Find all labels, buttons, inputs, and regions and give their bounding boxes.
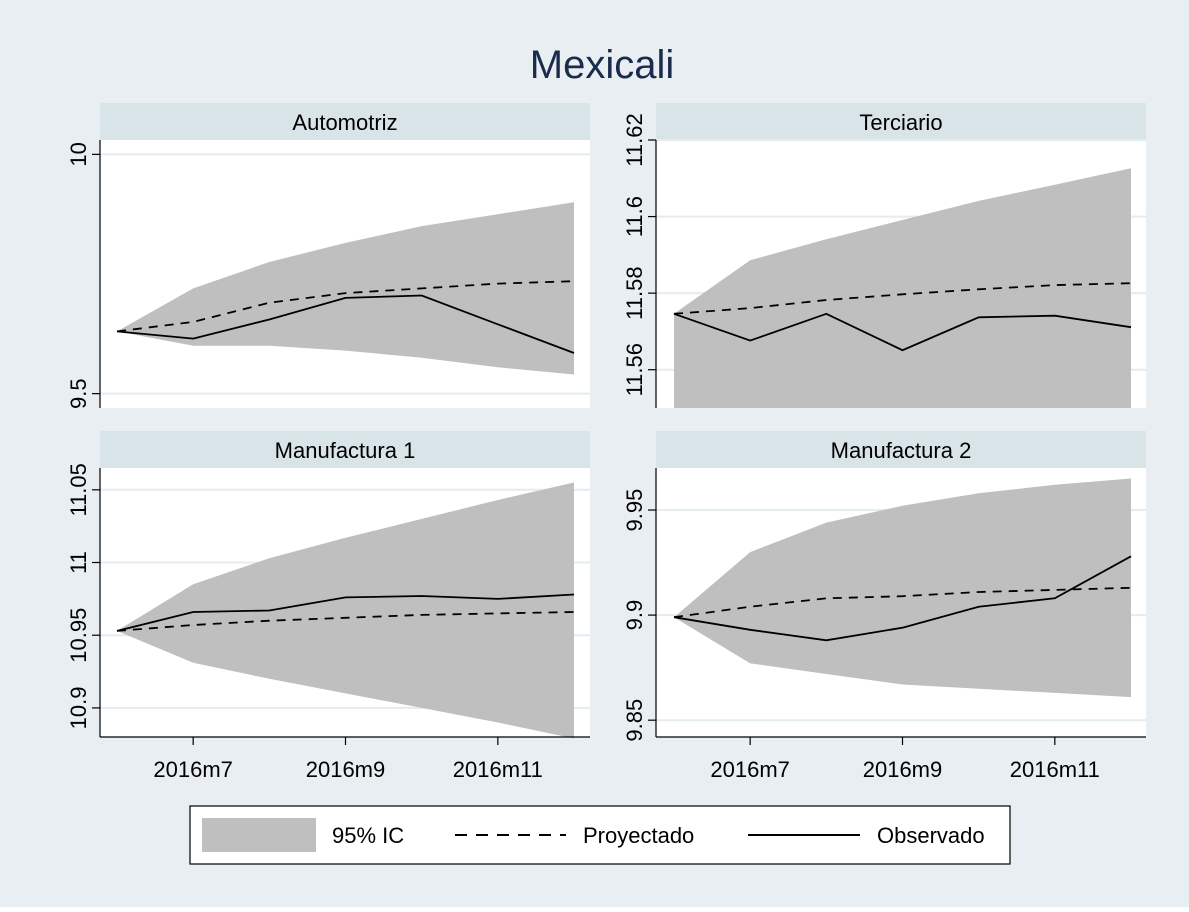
legend-ci-label: 95% IC	[332, 823, 404, 848]
y-tick-label: 11.6	[622, 196, 647, 237]
observed-line	[116, 294, 575, 354]
projected-line	[673, 282, 1132, 315]
panel-strip	[100, 431, 590, 468]
legend-projected-label: Proyectado	[583, 823, 694, 848]
projected-line	[116, 611, 575, 632]
x-tick-label: 2016m7	[710, 757, 790, 782]
panels-group: Automotriz 9.5 10 Terciario 11.56 11.58 11.6 11…	[66, 103, 1146, 782]
panel-manufactura-1: Manufactura 1 10.9 10.95 11 11.05 2016m7 2016m…	[66, 431, 590, 782]
ci-band	[117, 482, 574, 739]
panel-strip	[100, 103, 590, 140]
panel-manufactura-2: Manufactura 2 9.85 9.9 9.95 2016m7 2016m9 2016…	[622, 431, 1146, 782]
observed-line	[673, 555, 1132, 642]
projected-line	[116, 280, 575, 333]
panel-title: Manufactura 2	[831, 438, 972, 463]
legend-box	[189, 805, 1011, 865]
ci-band	[674, 478, 1131, 698]
panel-title: Automotriz	[292, 110, 397, 135]
y-tick-label: 9.9	[622, 600, 647, 631]
x-tick-label: 2016m9	[306, 757, 386, 782]
ci-band	[117, 202, 574, 375]
y-tick-label: 11.56	[622, 343, 647, 396]
y-tick-label: 11	[66, 551, 91, 574]
legend-ci-swatch	[202, 818, 316, 852]
y-tick-label: 9.5	[66, 378, 91, 409]
legend: 95% IC Proyectado Observado	[189, 805, 1011, 865]
figure-title: Mexicali	[530, 43, 674, 87]
observed-line	[116, 593, 575, 632]
y-tick-label: 10.9	[66, 687, 91, 730]
panel-title: Terciario	[859, 110, 942, 135]
y-tick-label: 10	[66, 142, 91, 166]
y-tick-label: 9.95	[622, 489, 647, 532]
panel-terciario: Terciario 11.56 11.58 11.6 11.62	[622, 103, 1146, 408]
projected-line	[673, 586, 1132, 619]
panel-strip	[656, 103, 1146, 140]
x-tick-label: 2016m11	[453, 757, 543, 782]
y-tick-label: 11.62	[622, 113, 647, 166]
panel-strip	[656, 431, 1146, 468]
observed-line	[673, 312, 1132, 352]
legend-observed-label: Observado	[877, 823, 985, 848]
panel-title: Manufactura 1	[275, 438, 416, 463]
x-tick-label: 2016m11	[1010, 757, 1100, 782]
y-tick-label: 11.58	[622, 266, 647, 319]
y-tick-label: 9.85	[622, 699, 647, 742]
panel-automotriz: Automotriz 9.5 10	[66, 103, 590, 409]
ci-band	[674, 168, 1131, 408]
y-tick-label: 11.05	[66, 463, 91, 516]
x-tick-label: 2016m7	[153, 757, 233, 782]
x-tick-label: 2016m9	[863, 757, 943, 782]
y-tick-label: 10.95	[66, 608, 91, 663]
